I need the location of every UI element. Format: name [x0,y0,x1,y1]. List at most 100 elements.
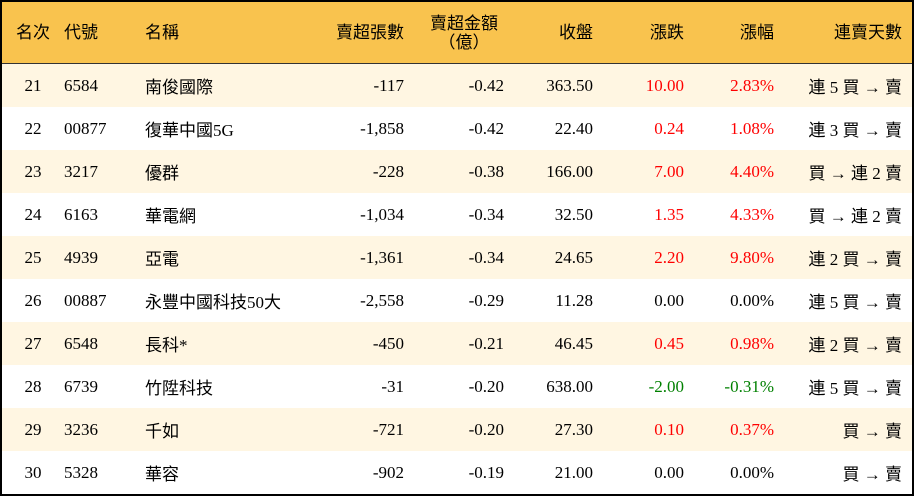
header-close[interactable]: 收盤 [504,2,593,64]
close-price-cell: 638.00 [546,376,593,396]
change-cell: 0.00 [654,462,684,482]
net-sell-shares-cell: -1,361 [294,236,404,279]
sell-streak-cell: 買 → 連 2 賣 [808,207,903,226]
change-pct-cell: 0.00% [730,290,774,310]
stock-code-cell[interactable]: 5328 [64,462,98,482]
stock-name-cell[interactable]: 復華中國5G [145,121,234,140]
change-cell: 7.00 [593,150,684,193]
table-row[interactable]: 29 3236 千如 -721 -0.20 27.30 0.10 0.37% 買 → 賣 [2,408,912,451]
header-code[interactable]: 代號 [64,2,134,64]
rank-cell: 21 [2,63,64,107]
change-cell: 0.45 [593,322,684,365]
table-row[interactable]: 22 00877 復華中國5G -1,858 -0.42 22.40 0.24 1.08% 連 … [2,107,912,150]
stock-name-cell[interactable]: 竹陞科技 [145,379,213,398]
net-sell-amount-cell: -0.34 [468,204,504,224]
net-sell-shares-cell: -450 [294,322,404,365]
sell-streak-cell: 買 → 賣 [774,408,912,451]
header-net-sell-shares[interactable]: 賣超張數 [294,2,404,64]
change-cell: 0.00 [654,290,684,310]
change-pct-cell: 1.08% [730,118,774,138]
stock-name-cell[interactable]: 華容 [145,465,179,484]
net-sell-amount-cell: -0.19 [468,462,504,482]
header-name[interactable]: 名稱 [134,2,294,64]
header-amount-label: 賣超金額 [430,13,498,33]
table-row[interactable]: 30 5328 華容 -902 -0.19 21.00 0.00 0.00% 買 → 賣 [2,451,912,494]
change-pct-cell: 9.80% [684,236,774,279]
change-cell: 0.24 [654,118,684,138]
close-price-cell: 363.50 [504,63,593,107]
table-row[interactable]: 21 6584 南俊國際 -117 -0.42 363.50 10.00 2.83% 連 5 買… [2,63,912,107]
change-pct-cell: 0.98% [684,322,774,365]
stock-code-cell[interactable]: 3217 [64,150,134,193]
close-price-cell: 32.50 [554,204,593,224]
stock-code-cell[interactable]: 6584 [64,63,134,107]
close-price-cell: 22.40 [554,118,593,138]
sell-streak-cell: 連 2 買 → 賣 [774,322,912,365]
header-rank[interactable]: 名次 [2,2,64,64]
change-pct-cell: 0.37% [684,408,774,451]
stock-code-cell[interactable]: 6163 [64,204,98,224]
stock-code-cell[interactable]: 00877 [64,118,107,138]
net-sell-amount-cell: -0.20 [468,376,504,396]
table-row[interactable]: 25 4939 亞電 -1,361 -0.34 24.65 2.20 9.80% 連 2 買 →… [2,236,912,279]
header-row: 名次 代號 名稱 賣超張數 賣超金額 （億） 收盤 漲跌 漲幅 連賣天數 [2,2,912,64]
table-row[interactable]: 24 6163 華電網 -1,034 -0.34 32.50 1.35 4.33% 買 → 連 … [2,193,912,236]
stock-code-cell[interactable]: 3236 [64,408,134,451]
sell-streak-cell: 連 2 買 → 賣 [774,236,912,279]
close-price-cell: 27.30 [504,408,593,451]
sell-streak-cell: 買 → 賣 [842,465,903,484]
stock-name-cell[interactable]: 華電網 [145,207,196,226]
close-price-cell: 46.45 [504,322,593,365]
header-net-sell-amount[interactable]: 賣超金額 （億） [404,2,504,64]
net-sell-amount-cell: -0.42 [468,118,504,138]
header-change[interactable]: 漲跌 [593,2,684,64]
change-cell: 2.20 [593,236,684,279]
header-sell-streak[interactable]: 連賣天數 [774,2,912,64]
sell-streak-cell: 連 5 買 → 賣 [808,293,903,312]
stock-name-cell[interactable]: 南俊國際 [134,63,294,107]
net-sell-amount-cell: -0.29 [468,290,504,310]
net-sell-shares-cell: -117 [294,63,404,107]
rank-cell: 26 [24,290,42,310]
header-amount-unit: （億） [438,32,490,52]
header-change-pct[interactable]: 漲幅 [684,2,774,64]
close-price-cell: 24.65 [504,236,593,279]
net-sell-amount-cell: -0.21 [404,322,504,365]
stock-code-cell[interactable]: 6548 [64,322,134,365]
rank-cell: 24 [24,204,42,224]
stock-code-cell[interactable]: 4939 [64,236,134,279]
table-row[interactable]: 27 6548 長科* -450 -0.21 46.45 0.45 0.98% 連 2 買 → … [2,322,912,365]
sell-streak-cell: 連 5 買 → 賣 [774,63,912,107]
table-row[interactable]: 28 6739 竹陞科技 -31 -0.20 638.00 -2.00 -0.31% 連 5 買… [2,365,912,408]
sell-streak-cell: 連 3 買 → 賣 [808,121,903,140]
change-pct-cell: -0.31% [724,376,774,396]
rank-cell: 23 [2,150,64,193]
change-cell: 1.35 [654,204,684,224]
change-cell: 10.00 [593,63,684,107]
net-sell-shares-cell: -902 [372,462,404,482]
stock-name-cell[interactable]: 優群 [134,150,294,193]
stock-code-cell[interactable]: 6739 [64,376,98,396]
sell-streak-cell: 連 5 買 → 賣 [808,379,903,398]
table-row[interactable]: 26 00887 永豐中國科技50大 -2,558 -0.29 11.28 0.00 0.00… [2,279,912,322]
change-pct-cell: 4.40% [684,150,774,193]
net-sell-amount-cell: -0.42 [404,63,504,107]
stock-code-cell[interactable]: 00887 [64,290,107,310]
rank-cell: 25 [2,236,64,279]
stock-name-cell[interactable]: 長科* [134,322,294,365]
rank-cell: 28 [24,376,42,396]
change-cell: 0.10 [593,408,684,451]
net-sell-shares-cell: -228 [294,150,404,193]
change-cell: -2.00 [648,376,684,396]
stock-name-cell[interactable]: 千如 [134,408,294,451]
rank-cell: 30 [24,462,42,482]
rank-cell: 22 [24,118,42,138]
stock-name-cell[interactable]: 亞電 [134,236,294,279]
table-row[interactable]: 23 3217 優群 -228 -0.38 166.00 7.00 4.40% 買 → 連 2 … [2,150,912,193]
stock-name-cell[interactable]: 永豐中國科技50大 [145,293,281,312]
close-price-cell: 11.28 [555,290,593,310]
net-sell-shares-cell: -2,558 [360,290,404,310]
net-sell-shares-cell: -721 [294,408,404,451]
net-sell-amount-cell: -0.20 [404,408,504,451]
